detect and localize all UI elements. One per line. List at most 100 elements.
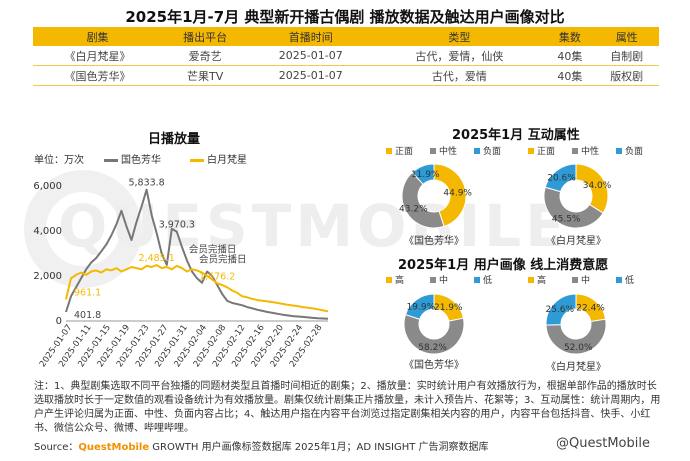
legend-swatch xyxy=(616,277,622,283)
slice-label: 22.4% xyxy=(576,303,605,313)
legend-swatch xyxy=(528,277,534,283)
legend-label: 高 xyxy=(395,274,404,286)
table-cell: 爱奇艺 xyxy=(162,46,249,66)
table-cell: 2025-01-07 xyxy=(248,46,374,66)
legend-swatch xyxy=(386,277,392,283)
slice-label: 34.0% xyxy=(583,181,612,191)
legend-swatch xyxy=(386,148,392,154)
legend-label: 低 xyxy=(483,274,492,286)
source-line: Source：QuestMobile GROWTH 用户画像标签数据库 2025… xyxy=(34,438,489,453)
slice-label: 58.2% xyxy=(418,343,447,353)
data-label: 1,676.2 xyxy=(199,271,235,282)
legend-swatch xyxy=(190,158,204,162)
legend-label: 中 xyxy=(581,274,590,286)
legend-label: 中性 xyxy=(581,145,599,157)
brand-watermark: @QuestMobile xyxy=(556,436,650,451)
table-row: 《白月梵星》 爱奇艺 2025-01-07 古代，爱情，仙侠 40集 自制剧 xyxy=(33,46,659,66)
slice-label: 19.9% xyxy=(407,302,436,312)
legend-swatch xyxy=(572,148,578,154)
donut-label: 《白月梵星》 xyxy=(546,360,606,373)
legend-label: 高 xyxy=(537,274,546,286)
annotation-label: 会员完播日 xyxy=(199,253,247,265)
legend-label: 负面 xyxy=(625,145,643,157)
legend-item-guosefanghua: 国色芳华 xyxy=(104,151,161,166)
legend-swatch xyxy=(104,158,118,162)
legend-label: 正面 xyxy=(537,146,555,157)
y-tick-label: 6,000 xyxy=(33,181,62,192)
line-chart-unit: 单位：万次 xyxy=(34,155,84,166)
legend-label: 国色芳华 xyxy=(121,155,161,166)
interaction-title: 2025年1月 互动属性 xyxy=(452,128,580,143)
consumption-title: 2025年1月 用户画像 线上消费意愿 xyxy=(398,258,609,273)
legend-label: 正面 xyxy=(395,146,413,157)
slice-label: 21.9% xyxy=(434,303,463,313)
slice-label: 45.5% xyxy=(552,214,581,224)
legend-swatch xyxy=(430,148,436,154)
interaction-guose-slice xyxy=(401,171,445,229)
legend-label: 负面 xyxy=(483,145,501,157)
column-header: 播出平台 xyxy=(162,27,249,46)
slice-label: 52.0% xyxy=(564,343,593,353)
table-cell: 40集 xyxy=(545,65,595,86)
table-row: 《国色芳华》 芒果TV 2025-01-07 古代，爱情 40集 版权剧 xyxy=(33,65,659,86)
y-tick-label: 2,000 xyxy=(33,271,62,282)
table-header-row: 剧集 播出平台 首播时间 类型 集数 属性 xyxy=(33,27,659,46)
consumption-guose-slice xyxy=(404,293,435,320)
slice-label: 44.9% xyxy=(443,189,472,199)
legend-label: 中性 xyxy=(439,145,457,157)
source-brand: QuestMobile xyxy=(78,442,150,453)
slice-label: 20.6% xyxy=(547,173,576,183)
source-prefix: Source： xyxy=(34,442,79,453)
source-rest: GROWTH 用户画像标签数据库 2025年1月；AD INSIGHT 广告洞察… xyxy=(149,442,489,453)
page-title: 2025年1月-7月 典型新开播古偶剧 播放数据及触达用户画像对比 xyxy=(125,8,565,26)
series-line-0 xyxy=(65,188,329,320)
donut-label: 《国色芳华》 xyxy=(404,358,464,371)
table-cell: 2025-01-07 xyxy=(248,65,374,86)
table-cell: 40集 xyxy=(545,46,595,66)
table-cell: 古代，爱情，仙侠 xyxy=(373,46,546,66)
info-table: 剧集 播出平台 首播时间 类型 集数 属性 《白月梵星》 爱奇艺 2025-01… xyxy=(33,27,659,86)
donut-label: 《白月梵星》 xyxy=(546,234,606,247)
data-label: 5,833.8 xyxy=(128,178,164,189)
interaction-guose-slice xyxy=(411,163,435,185)
data-label: 2,485.1 xyxy=(139,253,175,264)
column-header: 属性 xyxy=(594,27,659,46)
legend-swatch xyxy=(616,148,622,154)
donut-label: 《国色芳华》 xyxy=(404,234,464,247)
legend-label: 低 xyxy=(625,274,634,286)
table-cell: 自制剧 xyxy=(594,46,659,66)
line-chart-title: 日播放量 xyxy=(148,132,201,147)
slice-label: 25.6% xyxy=(545,305,574,315)
legend-swatch xyxy=(572,277,578,283)
data-label: 961.1 xyxy=(74,287,101,298)
column-header: 集数 xyxy=(545,27,595,46)
table-cell: 古代，爱情 xyxy=(373,65,546,86)
annotation-label: 会员完播日 xyxy=(189,243,237,255)
consumption-guose-slice xyxy=(403,313,465,355)
interaction-baiyue-slice xyxy=(544,163,577,193)
legend-swatch xyxy=(474,277,480,283)
legend-label: 中 xyxy=(439,274,448,286)
table-cell: 《国色芳华》 xyxy=(33,65,163,86)
column-header: 剧集 xyxy=(33,27,163,46)
column-header: 首播时间 xyxy=(248,27,374,46)
table-cell: 版权剧 xyxy=(594,65,659,86)
consumption-baiyue-slice xyxy=(545,318,607,355)
legend-label: 白月梵星 xyxy=(207,155,247,166)
y-tick-label: 0 xyxy=(56,316,62,327)
interaction-guose-slice xyxy=(433,163,467,228)
interaction-baiyue-slice xyxy=(543,186,604,229)
legend-swatch xyxy=(474,148,480,154)
legend-item-baiyuefanxing: 白月梵星 xyxy=(190,151,247,166)
data-label: 3,970.3 xyxy=(159,220,195,231)
table-cell: 芒果TV xyxy=(162,65,249,86)
footnote: 注：1、典型剧集选取不同平台独播的同题材类型且首播时间相近的剧集；2、播放量：实… xyxy=(34,381,661,434)
consumption-baiyue-slice xyxy=(545,293,577,326)
table-cell: 《白月梵星》 xyxy=(33,46,163,66)
slice-label: 43.2% xyxy=(399,205,428,215)
legend-swatch xyxy=(430,277,436,283)
data-label: 401.8 xyxy=(74,310,101,321)
column-header: 类型 xyxy=(373,27,546,46)
series-line-1 xyxy=(65,264,329,313)
